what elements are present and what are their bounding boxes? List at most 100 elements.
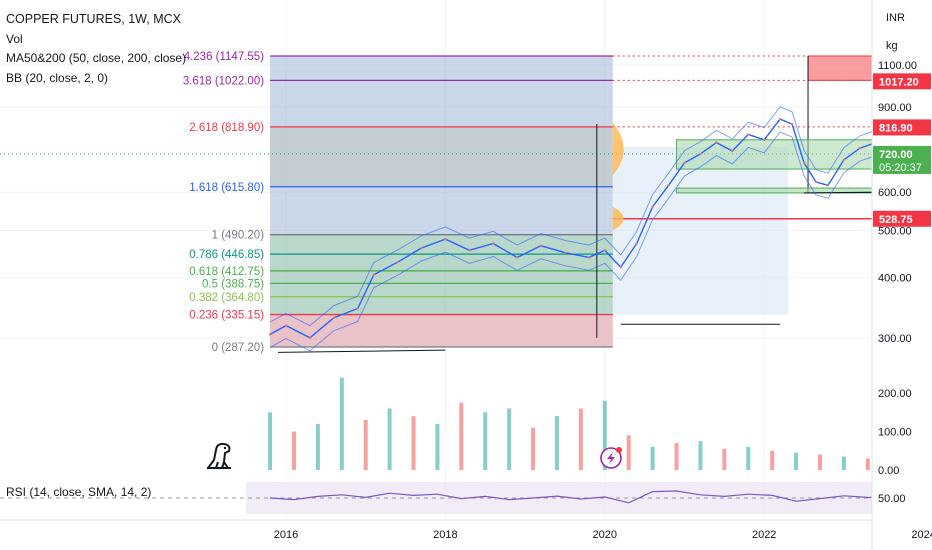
price-point (539, 244, 543, 247)
price-point (444, 237, 447, 241)
rsi-pane (0, 482, 932, 514)
price-point (778, 117, 782, 121)
volume-bar (794, 452, 799, 470)
volume-indicator-label[interactable]: Vol (6, 31, 23, 46)
fib-level-label: 1 (490.20) (212, 230, 265, 242)
price-axis[interactable]: 1100.00 900.00 600.00 500.00 400.00 300.00 200… (871, 0, 932, 550)
fib-level-label: 0.236 (335.15) (189, 310, 264, 322)
volume-tick-label: 0.00 (878, 465, 899, 477)
time-tick-label: 2016 (274, 529, 298, 541)
price-point (790, 122, 794, 126)
fib-level-label: 2.618 (818.90) (189, 122, 264, 134)
price-tag-bg (873, 73, 931, 90)
volume-bar (554, 416, 559, 470)
bollinger-lower (269, 131, 932, 352)
price-point (763, 138, 766, 142)
fib-level-label: 0.5 (388.75) (202, 278, 264, 290)
price-tag-label: 720.00 (879, 149, 913, 161)
volume-bars (268, 377, 932, 470)
lightning-event-icon[interactable] (600, 447, 622, 469)
price-point (747, 133, 750, 136)
price-tick-label: 500.00 (878, 226, 912, 238)
volume-profile (612, 206, 624, 231)
volume-bar (315, 423, 320, 470)
rsi-tick-label: 50.00 (878, 493, 906, 505)
volume-bar (746, 446, 751, 470)
price-point (563, 251, 567, 254)
price-point (268, 333, 272, 336)
time-tick-label: 2018 (433, 529, 457, 541)
price-point (842, 158, 846, 162)
price-tag-bg (873, 145, 931, 174)
volume-bar (722, 448, 727, 470)
time-axis[interactable]: 20162018202020222024202620282030 (0, 519, 932, 541)
time-tick-label: 2022 (752, 529, 776, 541)
price-point (826, 184, 830, 187)
price-point (587, 256, 591, 259)
price-point (699, 152, 702, 156)
price-tag-label: 528.75 (879, 214, 913, 226)
price-point (683, 161, 686, 165)
volume-bar (674, 443, 679, 470)
volume-bar (459, 402, 464, 470)
price-tick-label: 400.00 (878, 272, 912, 284)
fib-level-label: 0.786 (446.85) (189, 249, 264, 261)
currency-label: INR (886, 12, 905, 24)
fib-band-2618 (270, 126, 613, 187)
fib-level-label: 0 (287.20) (212, 342, 265, 354)
currency-unit-box[interactable]: INR kg (872, 0, 932, 60)
price-point (396, 261, 399, 264)
bollinger-bands-label[interactable]: BB (20, close, 2, 0) (6, 70, 109, 85)
price-point (814, 180, 818, 184)
fib-retracement-area (270, 234, 613, 315)
price-point (651, 205, 654, 208)
price-point (802, 161, 806, 165)
price-tick-label: 900.00 (878, 102, 912, 114)
moving-average-label[interactable]: MA50&200 (50, close, 200, close) (6, 51, 187, 65)
volume-tick-label: 200.00 (878, 388, 912, 400)
symbol-title[interactable]: COPPER FUTURES, 1W, MCX (6, 12, 182, 26)
volume-bar (363, 420, 368, 470)
volume-bar (291, 431, 296, 470)
price-point (284, 324, 288, 327)
chart-legend: COPPER FUTURES, 1W, MCX Vol MA50&200 (50… (6, 10, 186, 88)
fib-level-label: 4.236 (1147.55) (184, 51, 265, 63)
volume-bar (650, 446, 655, 470)
price-point (731, 149, 734, 153)
volume-bar (435, 423, 440, 470)
price-line (269, 118, 932, 339)
price-tag-bg (873, 119, 931, 136)
volume-bar (578, 408, 583, 470)
fib-level-label: 0.618 (412.75) (189, 266, 264, 278)
price-tag-bg (873, 210, 931, 227)
fib-level-label: 0.382 (364.80) (189, 292, 264, 304)
price-point (420, 246, 423, 250)
price-tag-label: 1017.20 (879, 76, 919, 88)
volume-bar (698, 441, 703, 470)
bollinger-upper (269, 106, 932, 327)
price-point (468, 249, 471, 252)
fibonacci-extension-tool[interactable]: 4.236 (1147.55) 3.618 (1022.00) 2.618 (818… (183, 51, 789, 354)
price-tick-label: 300.00 (878, 333, 912, 345)
volume-bar (841, 456, 846, 470)
volume-profile (612, 122, 624, 176)
fib-level-label: 3.618 (1022.00) (183, 75, 264, 87)
fib-projection-area (612, 146, 789, 315)
price-point (858, 146, 862, 150)
rsi-background (246, 482, 872, 514)
volume-bar (865, 458, 870, 470)
volume-bar (339, 377, 344, 470)
volume-bar (411, 416, 416, 470)
fib-band-0236 (270, 314, 613, 347)
rsi-indicator-label[interactable]: RSI (14, close, SMA, 14, 2) (6, 485, 152, 499)
price-point (372, 273, 375, 276)
volume-bar (531, 427, 536, 470)
volume-bar (770, 450, 775, 470)
price-tick-label: 1100.00 (878, 60, 917, 72)
volume-bar (268, 412, 273, 470)
rsi-line (270, 490, 932, 504)
bar-countdown-label: 05:20:37 (879, 162, 922, 174)
base-line (278, 349, 446, 353)
price-point (515, 256, 519, 259)
